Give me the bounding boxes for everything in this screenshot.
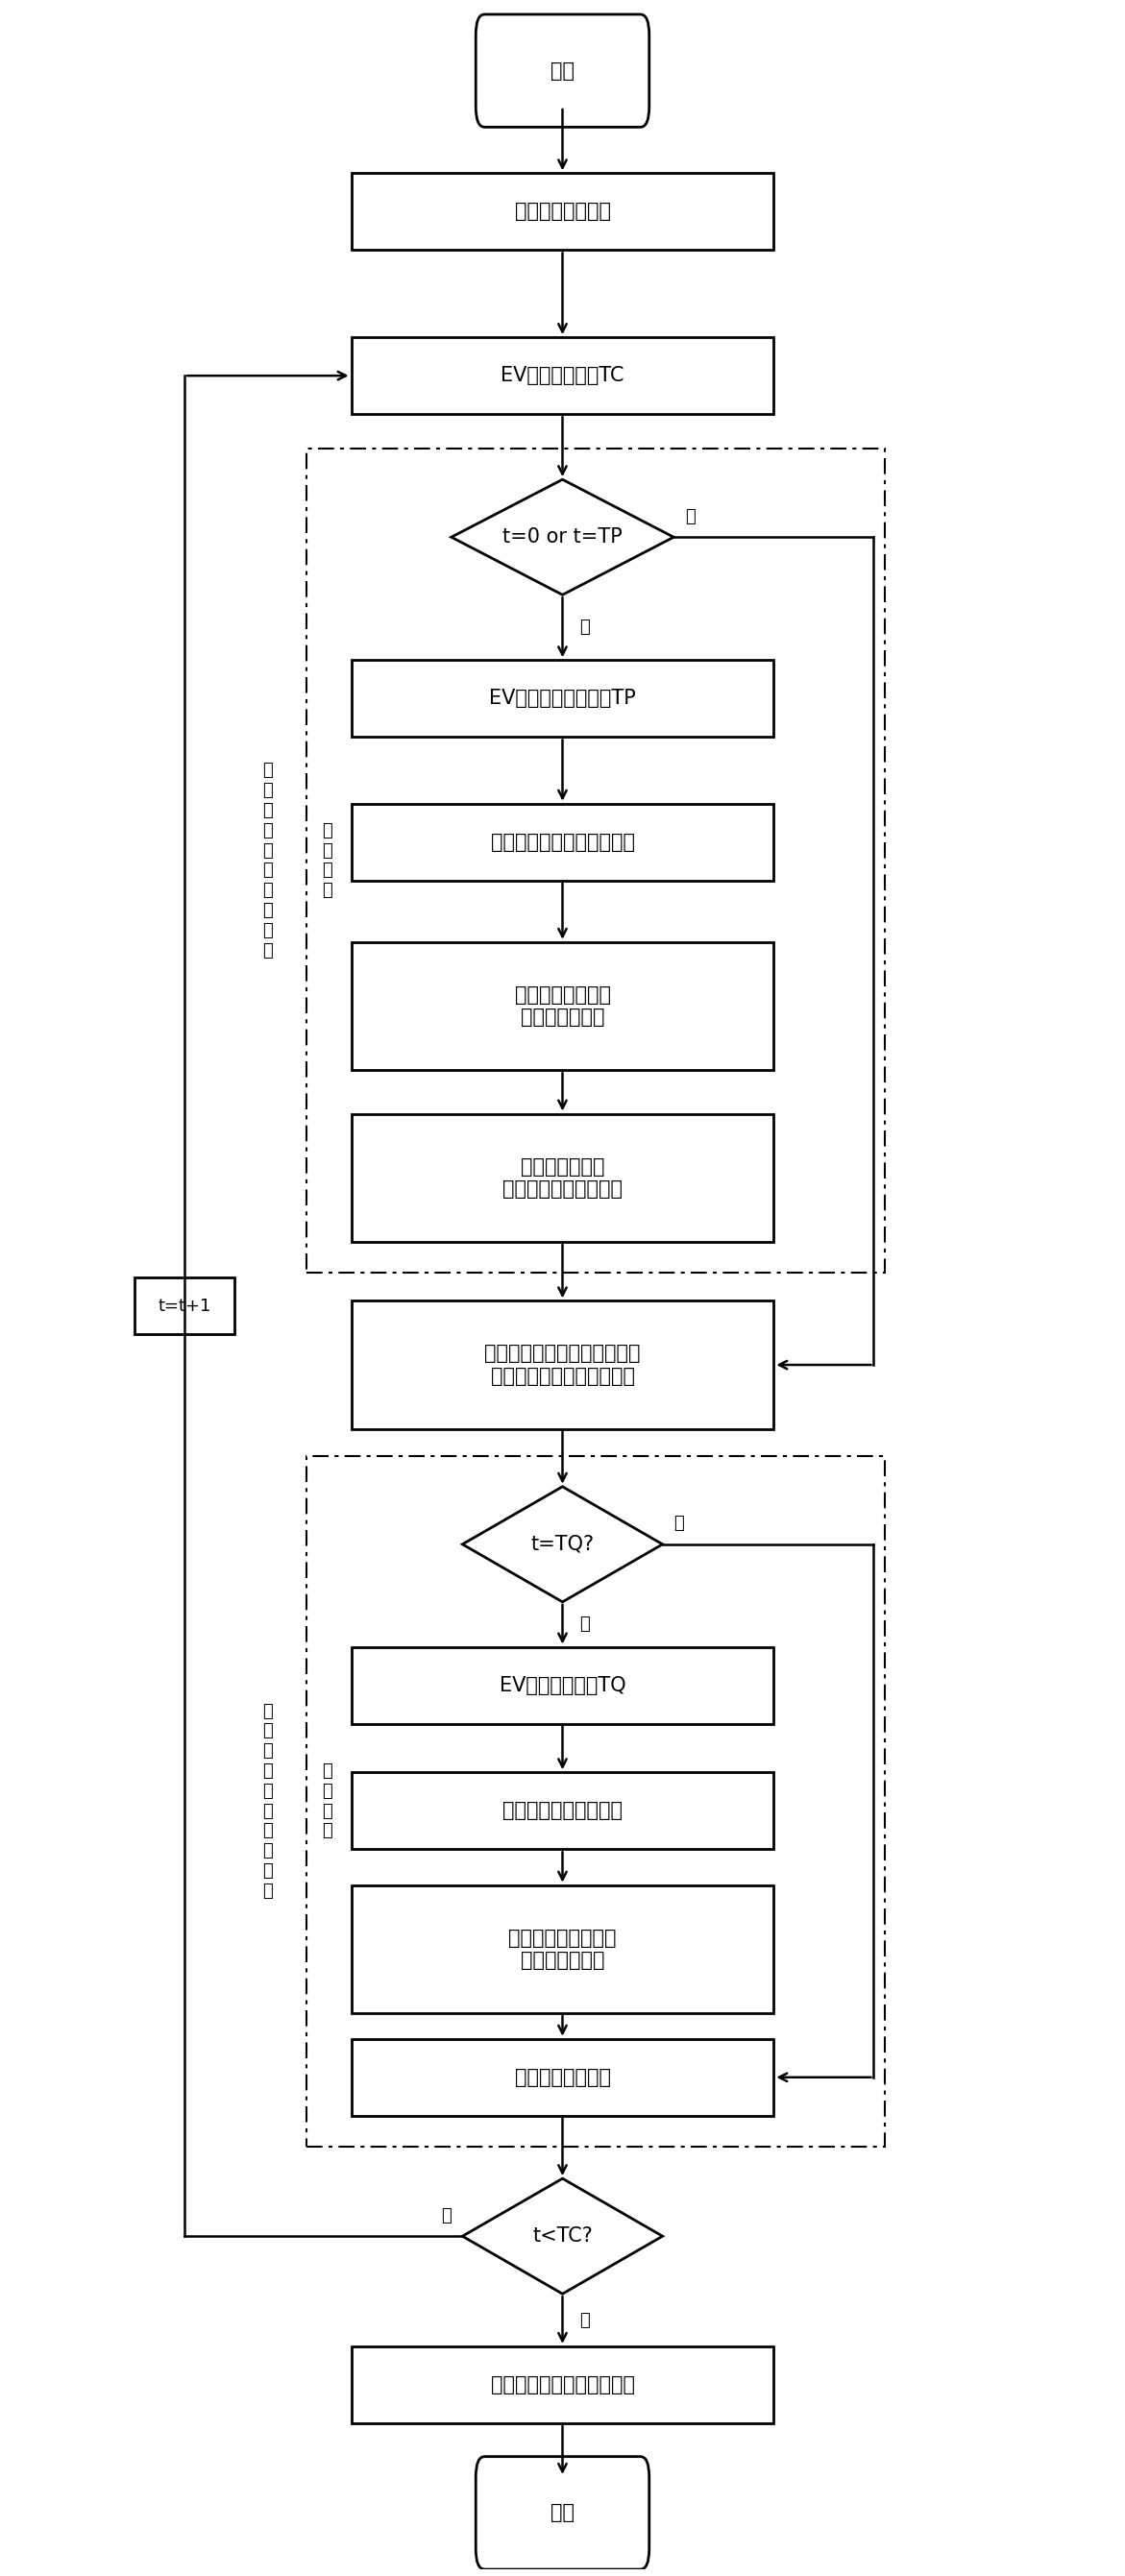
- Text: t=t+1: t=t+1: [158, 1298, 212, 1314]
- Text: 是: 是: [441, 2208, 451, 2223]
- Bar: [351, 1886, 774, 2014]
- Polygon shape: [451, 479, 674, 595]
- Polygon shape: [462, 1486, 663, 1602]
- Text: 否: 否: [579, 2311, 590, 2329]
- Text: t=0 or t=TP: t=0 or t=TP: [503, 528, 622, 546]
- FancyBboxPatch shape: [476, 15, 649, 126]
- Bar: [351, 2347, 774, 2424]
- Bar: [351, 1646, 774, 1723]
- Bar: [307, 1455, 885, 2146]
- Bar: [351, 804, 774, 881]
- Text: 有功无功混合调节效果分析: 有功无功混合调节效果分析: [490, 2375, 634, 2396]
- Text: t=TQ?: t=TQ?: [531, 1535, 594, 1553]
- Bar: [307, 448, 885, 1273]
- Text: EV无功调节时段TQ: EV无功调节时段TQ: [500, 1674, 626, 1695]
- Text: 电动汽车充电能量优化调度: 电动汽车充电能量优化调度: [490, 832, 634, 853]
- Text: EV充电功率优化时段TP: EV充电功率优化时段TP: [489, 688, 636, 708]
- Text: 电动汽车并网模型: 电动汽车并网模型: [514, 201, 611, 222]
- Text: 是: 是: [579, 618, 590, 636]
- Text: 获取有功无功耦合度运行约束
计算电动汽车无功调节范围: 获取有功无功耦合度运行约束 计算电动汽车无功调节范围: [485, 1345, 640, 1386]
- Text: 求解电动汽车集群
充电功率目标値: 求解电动汽车集群 充电功率目标値: [514, 987, 611, 1028]
- Text: t<TC?: t<TC?: [532, 2226, 593, 2246]
- Text: 是: 是: [579, 1615, 590, 1633]
- Text: EV功率控制时段TC: EV功率控制时段TC: [501, 366, 624, 386]
- Text: 第
一
阶
段: 第 一 阶 段: [322, 822, 332, 899]
- Bar: [351, 173, 774, 250]
- Text: 求解电动汽车集群该
时段无功调节量: 求解电动汽车集群该 时段无功调节量: [509, 1929, 617, 1971]
- Bar: [351, 659, 774, 737]
- Bar: [351, 337, 774, 415]
- Bar: [351, 1301, 774, 1430]
- Text: 电动汽车实时无功调节: 电动汽车实时无功调节: [503, 1801, 622, 1821]
- Bar: [351, 1772, 774, 1850]
- Bar: [351, 2038, 774, 2115]
- Text: 电
动
汽
车
有
功
功
率
调
节: 电 动 汽 车 有 功 功 率 调 节: [263, 762, 273, 958]
- Bar: [351, 943, 774, 1069]
- Bar: [135, 1278, 234, 1334]
- Text: 开始: 开始: [550, 62, 575, 80]
- Text: 否: 否: [674, 1515, 684, 1533]
- Polygon shape: [462, 2179, 663, 2293]
- Text: 目标値跟踪算法
获得电动汽车充电计划: 目标値跟踪算法 获得电动汽车充电计划: [503, 1157, 622, 1198]
- Text: 电网运行状况分析: 电网运行状况分析: [514, 2069, 611, 2087]
- Bar: [351, 1113, 774, 1242]
- Text: 第
二
阶
段: 第 二 阶 段: [322, 1762, 332, 1839]
- Text: 电
动
汽
车
无
功
功
率
调
节: 电 动 汽 车 无 功 功 率 调 节: [263, 1703, 273, 1899]
- FancyBboxPatch shape: [476, 2458, 649, 2568]
- Text: 否: 否: [685, 507, 695, 526]
- Text: 结束: 结束: [550, 2504, 575, 2522]
